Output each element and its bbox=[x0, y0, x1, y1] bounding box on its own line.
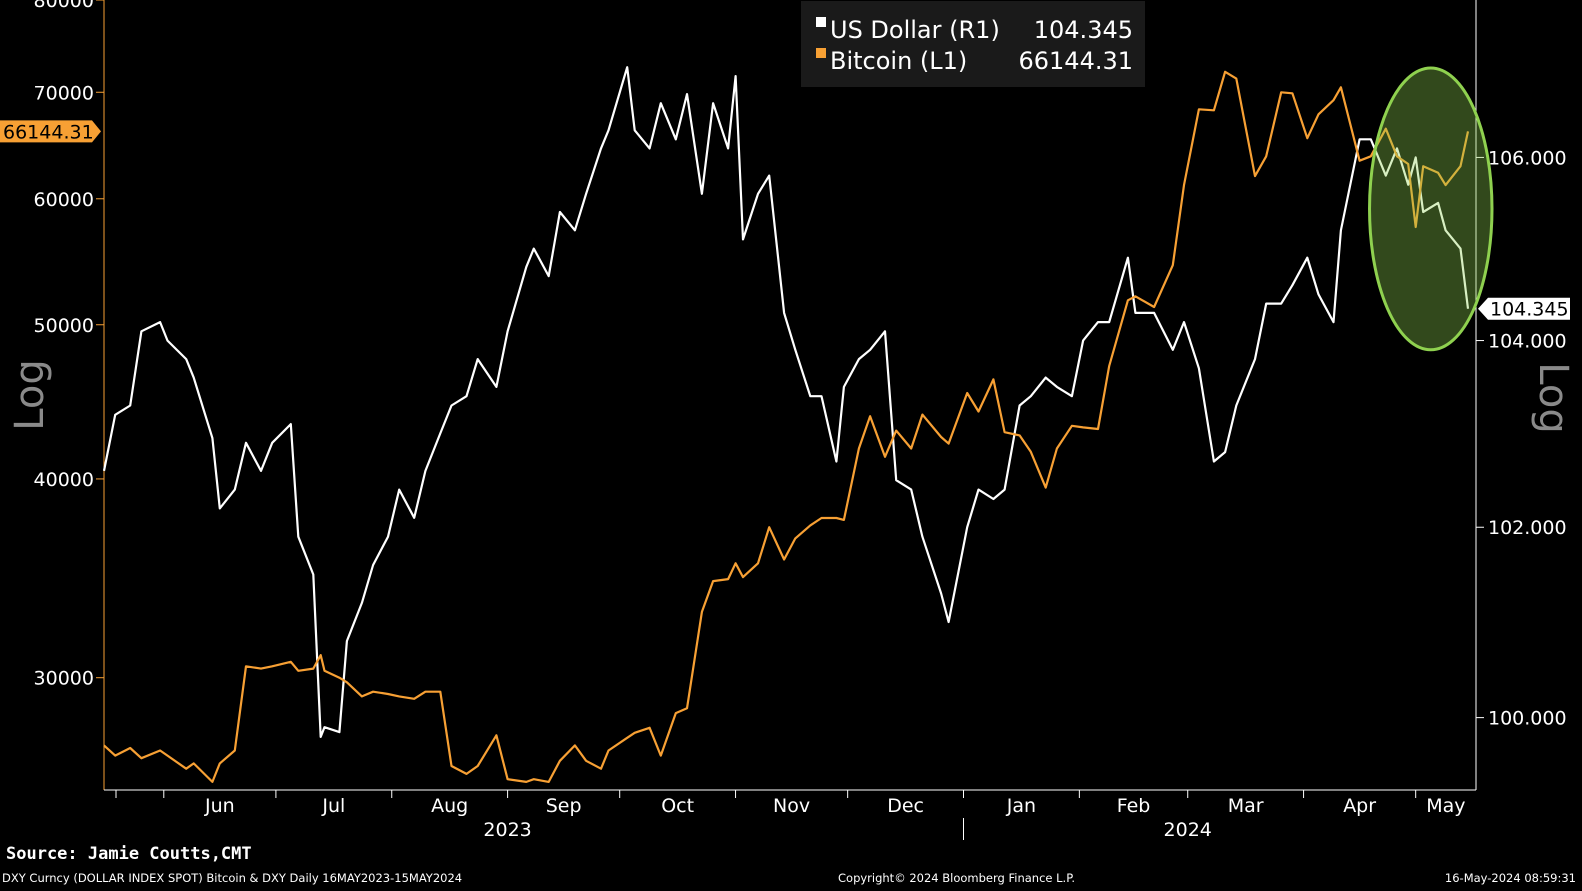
x-month-label: Jul bbox=[321, 795, 345, 817]
x-month-label: Mar bbox=[1228, 795, 1264, 817]
x-month-label: Feb bbox=[1117, 795, 1151, 817]
left-axis: 80000 70000 60000 50000 40000 30000 bbox=[34, 0, 104, 690]
copyright: Copyright© 2024 Bloomberg Finance L.P. bbox=[838, 871, 1075, 885]
x-month-label: Jan bbox=[1006, 795, 1036, 817]
x-axis: Jun Jul Aug Sep Oct Nov Dec Jan Feb Mar Apr May 2023… bbox=[115, 790, 1465, 841]
legend-series-value: 66144.31 bbox=[1018, 47, 1133, 75]
legend-box bbox=[801, 1, 1145, 87]
us-dollar-series-line bbox=[102, 66, 1470, 739]
right-tick-label: 100.000 bbox=[1488, 708, 1567, 730]
left-scale-label: Log bbox=[7, 359, 53, 430]
left-tick-label: 70000 bbox=[34, 82, 94, 104]
dollar-last-value-tag bbox=[1478, 297, 1570, 320]
legend-series-name: Bitcoin (L1) bbox=[830, 47, 967, 75]
left-tick-label: 40000 bbox=[34, 469, 94, 491]
left-tick-label: 30000 bbox=[34, 668, 94, 690]
right-axis: 106.000 104.000 102.000 100.000 bbox=[1476, 147, 1567, 730]
highlight-ellipse bbox=[1368, 66, 1494, 352]
right-tick-label: 104.000 bbox=[1488, 331, 1567, 353]
x-month-label: Sep bbox=[546, 795, 582, 817]
year-label-2023: 2023 bbox=[483, 819, 531, 841]
bitcoin-series-line bbox=[103, 70, 1470, 784]
x-month-label: Nov bbox=[773, 795, 810, 817]
legend-series-value: 104.345 bbox=[1034, 16, 1133, 44]
legend: US Dollar (R1) 104.345 Bitcoin (L1) 66144.3… bbox=[801, 1, 1145, 87]
legend-swatch bbox=[816, 48, 826, 58]
x-month-label: May bbox=[1426, 795, 1465, 817]
legend-series-name: US Dollar (R1) bbox=[830, 16, 1000, 44]
dollar-last-value-text: 104.345 bbox=[1490, 299, 1569, 321]
right-tick-label: 102.000 bbox=[1488, 517, 1567, 539]
x-month-label: Aug bbox=[431, 795, 468, 817]
bitcoin-last-value-text: 66144.31 bbox=[3, 121, 94, 143]
right-tick-label: 106.000 bbox=[1488, 147, 1567, 169]
x-month-label: Dec bbox=[887, 795, 924, 817]
source-note: Source: Jamie Coutts,CMT bbox=[6, 844, 252, 864]
x-month-label: Jun bbox=[204, 795, 235, 817]
x-month-label: Apr bbox=[1343, 795, 1376, 817]
right-scale-label: Log bbox=[1530, 362, 1576, 433]
legend-swatch bbox=[816, 17, 826, 27]
left-tick-label: 60000 bbox=[34, 189, 94, 211]
bitcoin-last-value-tag bbox=[0, 120, 101, 143]
chart-description: DXY Curncy (DOLLAR INDEX SPOT) Bitcoin &… bbox=[2, 871, 463, 885]
left-tick-label: 50000 bbox=[34, 315, 94, 337]
year-label-2024: 2024 bbox=[1164, 819, 1212, 841]
timestamp: 16-May-2024 08:59:31 bbox=[1444, 871, 1576, 885]
x-month-label: Oct bbox=[661, 795, 694, 817]
left-tick-label: 80000 bbox=[34, 0, 94, 12]
